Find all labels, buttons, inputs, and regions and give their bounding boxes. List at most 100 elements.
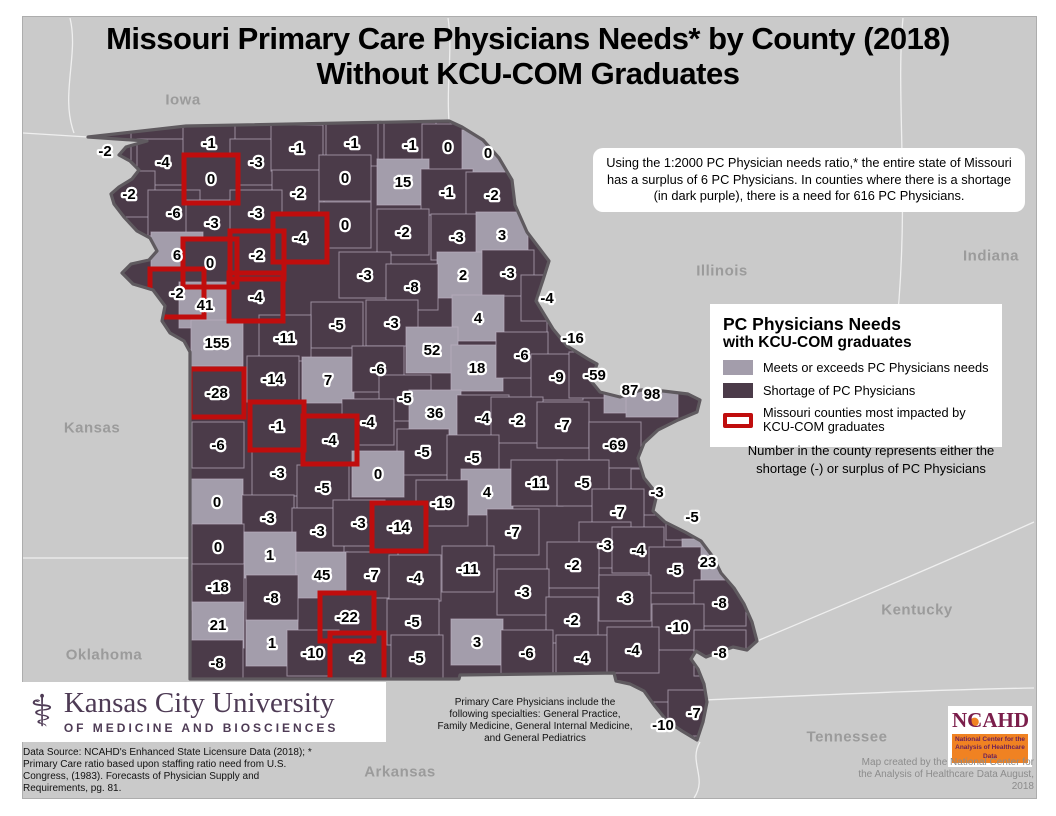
kcu-name: Kansas City University [63, 687, 335, 719]
county-value-label: -8 [265, 590, 278, 607]
county-surplus [450, 618, 504, 666]
county-value-label: -7 [611, 504, 624, 521]
county-value-label: 15 [395, 174, 412, 191]
county-value-label: -22 [336, 609, 358, 626]
county-impacted-outline [369, 500, 429, 554]
legend-item-shortage: Shortage of PC Physicians [723, 383, 989, 399]
county-value-label: -3 [501, 265, 514, 282]
county-value-label: -5 [316, 480, 329, 497]
county-impacted-outline [270, 211, 330, 265]
county-value-label: 0 [484, 145, 492, 162]
county-value-label: -4 [631, 542, 645, 559]
county-value-label: 0 [444, 139, 452, 156]
county-shortage [191, 523, 245, 571]
county-value-label: -5 [685, 509, 698, 526]
county-shortage [376, 208, 430, 256]
county-value-label: -8 [713, 645, 726, 662]
county-value-label: -2 [250, 247, 263, 264]
county-value-labels: -2-4-1-3-1 -1 -1 0 0-20-20 15-1 -2-6-3-30-4 -2-… [96, 133, 729, 737]
county-value-label: 0 [213, 494, 221, 511]
county-value-label: -4 [408, 570, 422, 587]
county-value-label: -59 [584, 367, 606, 384]
county-value-label: -2 [291, 185, 304, 202]
missouri-state-border [86, 119, 759, 742]
county-value-label: -7 [506, 524, 519, 541]
state-label-iowa: Iowa [165, 91, 201, 109]
county-shortage [510, 459, 564, 507]
county-value-label: -3 [249, 205, 262, 222]
county-shortage [191, 421, 245, 469]
data-source-note: Data Source: NCAHD's Enhanced State Lice… [23, 747, 312, 794]
county-value-label: 7 [324, 372, 332, 389]
county-value-label: 18 [469, 360, 486, 377]
county-value-label: 155 [204, 335, 229, 352]
county-value-label: 21 [210, 617, 227, 634]
county-impacted-outline [226, 270, 286, 324]
county-value-label: -2 [350, 649, 363, 666]
county-value-label: -3 [650, 484, 663, 501]
county-value-label: 6 [173, 247, 181, 264]
legend-item-label: Meets or exceeds PC Physicians needs [763, 359, 989, 375]
county-value-label: -14 [388, 519, 410, 536]
county-value-label: 0 [207, 171, 215, 188]
county-value-label: -28 [206, 385, 228, 402]
county-value-label: -2 [565, 612, 578, 629]
map-note: Number in the county represents either t… [747, 443, 995, 476]
shortage-color-swatch [723, 383, 753, 399]
county-value-label: -3 [385, 315, 398, 332]
county-value-label: -3 [516, 584, 529, 601]
county-value-label: -8 [405, 279, 418, 296]
county-shortage [310, 301, 364, 349]
county-value-label: -8 [210, 655, 223, 672]
legend-subtitle: with KCU-COM graduates [723, 334, 912, 352]
county-value-label: -3 [450, 229, 463, 246]
county-value-label: -69 [604, 437, 626, 454]
county-value-label: -5 [416, 444, 429, 461]
county-shortage [598, 574, 652, 622]
impacted-outline-swatch [723, 412, 753, 428]
county-value-label: -7 [687, 705, 700, 722]
kcu-subtitle: OF MEDICINE AND BIOSCIENCES [63, 721, 339, 735]
county-value-label: 2 [459, 267, 467, 284]
county-value-label: -3 [352, 515, 365, 532]
county-value-label: -3 [205, 215, 218, 232]
summary-info-box: Using the 1:2000 PC Physician needs rati… [593, 148, 1025, 212]
county-value-label: -3 [249, 154, 262, 171]
county-shortage [245, 574, 299, 622]
county-shortage [648, 546, 702, 594]
caduceus-icon: ⚕ [30, 687, 54, 736]
county-value-label: -1 [345, 135, 358, 152]
county-value-label: -4 [626, 642, 640, 659]
legend-item-impacted: Missouri counties most impacted by KCU-C… [723, 406, 989, 434]
county-impacted-outline [227, 228, 287, 282]
map-credit: Map created by the National Center for t… [858, 757, 1034, 792]
county-value-label: 0 [341, 170, 349, 187]
ncahd-banner: National Center for the Analysis of Heal… [952, 734, 1028, 764]
legend: PC Physicians Needs with KCU-COM graduat… [710, 304, 1002, 448]
county-value-label: -4 [540, 290, 554, 307]
county-value-label: -11 [458, 561, 479, 578]
county-shortage [546, 541, 600, 589]
county-shortage [246, 355, 300, 403]
county-value-label: -9 [550, 369, 563, 386]
county-value-label: -10 [667, 619, 689, 636]
county-value-label: 0 [214, 539, 222, 556]
county-shortage [251, 449, 305, 497]
county-value-label: -6 [371, 361, 384, 378]
county-shortage [465, 171, 519, 219]
county-value-label: 87 [622, 382, 639, 399]
county-surplus [190, 478, 244, 526]
county-value-label: -4 [476, 410, 490, 427]
county-value-label: -11 [275, 330, 296, 347]
state-label-oklahoma: Oklahoma [65, 646, 143, 664]
county-shortage [136, 138, 190, 186]
ncahd-logo: NCAHD National Center for the Analysis o… [948, 706, 1032, 768]
state-label-kansas: Kansas [63, 419, 121, 437]
county-value-label: -5 [398, 390, 411, 407]
county-surplus [451, 294, 505, 342]
county-value-label: -4 [323, 432, 337, 449]
county-surplus [190, 319, 244, 367]
county-value-label: -4 [361, 414, 375, 431]
county-value-label: -3 [271, 465, 284, 482]
